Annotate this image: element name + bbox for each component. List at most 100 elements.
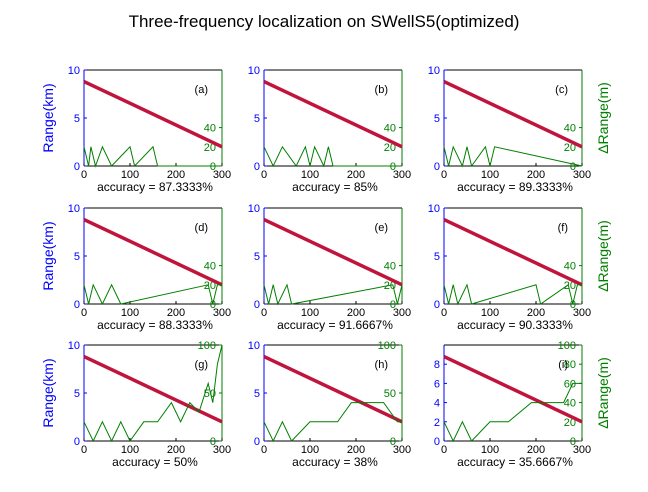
panel-label: (c) [555, 84, 568, 96]
left-y-tick-label: 5 [254, 113, 260, 125]
range-track-line [443, 217, 583, 287]
right-y-tick-label: 80 [564, 359, 576, 371]
right-y-tick-label: 40 [564, 123, 576, 135]
x-tick-label: 200 [347, 444, 365, 456]
accuracy-label: accuracy = 87.3333% [97, 180, 213, 194]
panel-label: (e) [375, 222, 388, 234]
range-error-line [443, 283, 582, 306]
x-tick-label: 300 [393, 307, 411, 319]
accuracy-label: accuracy = 88.3333% [97, 318, 213, 332]
left-y-tick-label: 0 [254, 161, 260, 173]
left-y-tick-label: 0 [74, 436, 80, 448]
accuracy-label: accuracy = 91.6667% [277, 318, 393, 332]
range-track-line [443, 79, 583, 149]
x-tick-label: 300 [393, 444, 411, 456]
right-y-tick-label: 0 [570, 161, 576, 173]
right-y-tick-label: 20 [204, 280, 216, 292]
right-y-tick-label: 100 [378, 340, 396, 352]
right-y-tick-label: 20 [564, 280, 576, 292]
x-tick-label: 300 [573, 169, 591, 181]
left-y-tick-label: 0 [434, 161, 440, 173]
left-y-tick-label: 10 [248, 340, 260, 352]
x-tick-label: 300 [213, 169, 231, 181]
right-y-tick-label: 40 [204, 123, 216, 135]
left-y-tick-label: 0 [254, 299, 260, 311]
right-y-tick-label: 40 [564, 398, 576, 410]
right-y-tick-label: 0 [390, 436, 396, 448]
x-tick-label: 200 [167, 307, 185, 319]
left-y-tick-label: 0 [74, 299, 80, 311]
x-tick-label: 0 [81, 444, 87, 456]
range-track-line [263, 79, 403, 149]
left-y-tick-label: 5 [74, 251, 80, 263]
range-error-line [83, 344, 223, 443]
right-y-tick-label: 0 [570, 436, 576, 448]
left-y-tick-label: 5 [254, 388, 260, 400]
range-error-line [443, 145, 583, 168]
x-tick-label: 300 [393, 169, 411, 181]
right-y-tick-label: 100 [558, 340, 576, 352]
left-y-tick-label: 4 [434, 398, 440, 410]
panel-label: (b) [375, 84, 388, 96]
x-tick-label: 100 [121, 444, 139, 456]
x-tick-label: 100 [301, 307, 319, 319]
range-track-line [263, 354, 403, 424]
left-y-tick-label: 5 [434, 113, 440, 125]
x-tick-label: 0 [441, 169, 447, 181]
right-y-tick-label: 20 [204, 142, 216, 154]
left-y-tick-label: 5 [74, 113, 80, 125]
left-y-tick-label: 8 [434, 359, 440, 371]
accuracy-label: accuracy = 85% [292, 180, 378, 194]
left-y-tick-label: 5 [434, 251, 440, 263]
range-error-line [443, 382, 582, 443]
right-y-tick-label: 40 [564, 261, 576, 273]
right-y-axis-label: ΔRange(m) [595, 82, 611, 154]
left-y-tick-label: 5 [74, 388, 80, 400]
x-tick-label: 0 [441, 444, 447, 456]
left-y-axis-label: Range(km) [40, 83, 56, 152]
panel-label: (f) [558, 222, 568, 234]
range-error-line [263, 283, 403, 306]
x-tick-label: 200 [167, 169, 185, 181]
left-y-tick-label: 0 [74, 161, 80, 173]
x-tick-label: 200 [347, 307, 365, 319]
x-tick-label: 100 [481, 307, 499, 319]
accuracy-label: accuracy = 89.3333% [457, 180, 573, 194]
range-error-line [263, 145, 402, 168]
x-tick-label: 200 [527, 169, 545, 181]
right-y-axis-label: ΔRange(m) [595, 357, 611, 429]
x-tick-label: 200 [347, 169, 365, 181]
left-y-tick-label: 0 [254, 436, 260, 448]
right-y-tick-label: 0 [390, 299, 396, 311]
range-error-line [83, 145, 222, 168]
right-y-tick-label: 40 [384, 123, 396, 135]
x-tick-label: 200 [167, 444, 185, 456]
x-tick-label: 100 [301, 169, 319, 181]
right-y-tick-label: 40 [384, 261, 396, 273]
left-y-tick-label: 6 [434, 378, 440, 390]
x-tick-label: 0 [441, 307, 447, 319]
panel-label: (d) [195, 222, 208, 234]
right-y-tick-label: 20 [564, 142, 576, 154]
x-tick-label: 300 [573, 307, 591, 319]
range-track-line [83, 79, 223, 149]
right-y-tick-label: 20 [384, 142, 396, 154]
left-y-axis-label: Range(km) [40, 358, 56, 427]
left-y-tick-label: 10 [68, 65, 80, 77]
right-y-tick-label: 40 [204, 261, 216, 273]
right-y-tick-label: 0 [210, 436, 216, 448]
left-y-tick-label: 10 [68, 203, 80, 215]
left-y-axis-label: Range(km) [40, 221, 56, 290]
left-y-tick-label: 10 [428, 203, 440, 215]
left-y-tick-label: 0 [434, 299, 440, 311]
right-y-tick-label: 20 [564, 417, 576, 429]
right-y-tick-label: 0 [390, 161, 396, 173]
